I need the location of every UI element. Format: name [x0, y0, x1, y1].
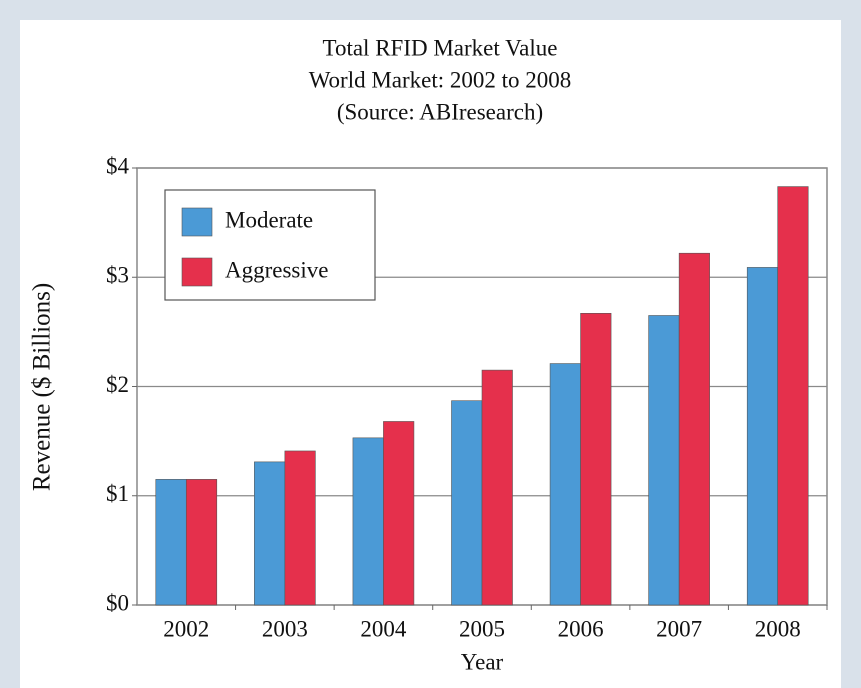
bar — [481, 369, 513, 606]
y-tick-label: $2 — [106, 372, 129, 397]
x-tick-label: 2008 — [755, 616, 801, 641]
chart-source: (Source: ABIresearch) — [337, 99, 543, 124]
bar — [580, 313, 612, 606]
bar — [284, 450, 316, 606]
bar — [185, 479, 218, 606]
bar — [383, 421, 415, 606]
bar — [549, 363, 581, 606]
x-tick-label: 2007 — [656, 616, 702, 641]
chart-subtitle: World Market: 2002 to 2008 — [309, 67, 572, 92]
legend-label: Aggressive — [225, 257, 328, 282]
bar — [155, 479, 187, 606]
bar — [254, 461, 286, 606]
x-tick-label: 2004 — [360, 616, 407, 641]
y-tick-label: $0 — [106, 590, 129, 615]
x-axis-label: Year — [461, 649, 504, 674]
chart-title: Total RFID Market Value — [323, 35, 558, 60]
x-tick-label: 2006 — [558, 616, 604, 641]
y-tick-label: $4 — [106, 153, 130, 178]
x-tick-label: 2003 — [262, 616, 308, 641]
bar — [648, 315, 680, 606]
legend-swatch — [181, 207, 213, 237]
bar — [777, 186, 809, 606]
x-tick-label: 2002 — [163, 616, 209, 641]
x-tick-label: 2005 — [459, 616, 505, 641]
legend-label: Moderate — [225, 207, 313, 232]
y-axis-label: Revenue ($ Billions) — [29, 283, 56, 491]
legend-swatch — [181, 257, 213, 287]
bar — [352, 437, 384, 606]
bar — [678, 252, 710, 606]
y-tick-label: $3 — [106, 263, 129, 288]
bar — [746, 267, 779, 606]
y-tick-label: $1 — [106, 481, 129, 506]
bar — [451, 400, 483, 606]
